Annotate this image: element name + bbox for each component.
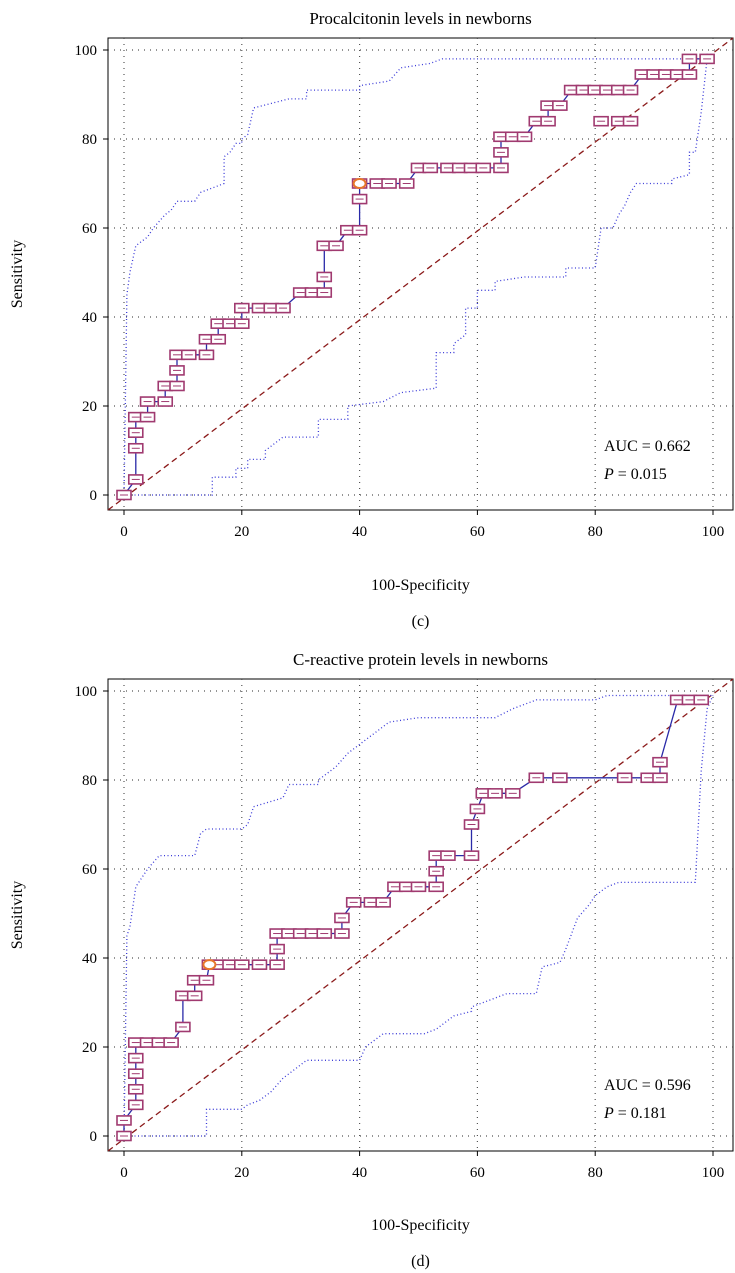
ci-lower-bound	[124, 695, 714, 1137]
chart-panel-c: Procalcitonin levels in newborns Sensiti…	[9, 9, 734, 630]
x-tick-label: 100	[702, 1165, 725, 1181]
ci-upper-bound	[123, 694, 713, 1137]
x-tick-label: 40	[352, 1165, 367, 1181]
p-value-annotation: P = 0.181	[603, 1105, 667, 1122]
ci-lower-bound	[124, 53, 714, 496]
x-tick-label: 20	[234, 1165, 249, 1181]
roc-markers	[116, 694, 710, 1142]
y-tick-label: 80	[82, 773, 97, 789]
plot-frame	[107, 37, 734, 511]
y-axis-label: Sensitivity	[9, 881, 26, 949]
chart-title: C-reactive protein levels in newborns	[293, 650, 548, 669]
y-tick-label: 60	[82, 221, 97, 237]
chart-panel-d: C-reactive protein levels in newborns Se…	[9, 650, 734, 1270]
y-tick-label: 20	[82, 1040, 97, 1056]
y-tick-label: 0	[90, 488, 98, 504]
optimal-criterion-point	[202, 959, 217, 971]
grid-and-axes: 0 20 40 60 80 100 0 20 40 60 80 100	[75, 678, 734, 1181]
y-tick-label: 100	[75, 684, 98, 700]
x-axis-label: 100-Specificity	[371, 577, 470, 594]
y-tick-label: 40	[82, 951, 97, 967]
plot-frame	[107, 678, 734, 1152]
roc-curve	[123, 699, 702, 1136]
x-axis-label: 100-Specificity	[371, 1217, 470, 1234]
panel-caption: (d)	[411, 1253, 430, 1270]
x-tick-label: 80	[588, 524, 603, 540]
p-value-annotation: P = 0.015	[603, 466, 667, 483]
auc-annotation: AUC = 0.596	[604, 1077, 691, 1094]
optimal-criterion-point	[352, 178, 367, 189]
auc-annotation: AUC = 0.662	[604, 438, 691, 455]
y-tick-label: 80	[82, 132, 97, 148]
x-tick-label: 100	[702, 524, 725, 540]
reference-diagonal	[107, 678, 734, 1152]
roc-markers	[116, 53, 715, 501]
x-tick-label: 60	[470, 524, 485, 540]
y-axis-label: Sensitivity	[9, 240, 26, 308]
y-tick-label: 60	[82, 862, 97, 878]
y-tick-label: 40	[82, 310, 97, 326]
chart-title: Procalcitonin levels in newborns	[309, 9, 531, 28]
y-tick-label: 20	[82, 399, 97, 415]
ci-upper-bound	[123, 53, 713, 496]
grid-and-axes: 0 20 40 60 80 100 0 20 40 60 80 100	[75, 37, 734, 540]
x-tick-label: 60	[470, 1165, 485, 1181]
x-tick-label: 0	[120, 1165, 128, 1181]
y-tick-label: 0	[90, 1129, 98, 1145]
x-tick-label: 20	[234, 524, 249, 540]
x-tick-label: 80	[588, 1165, 603, 1181]
x-tick-label: 0	[120, 524, 128, 540]
x-tick-label: 40	[352, 524, 367, 540]
panel-caption: (c)	[412, 613, 430, 630]
y-tick-label: 100	[75, 43, 98, 59]
